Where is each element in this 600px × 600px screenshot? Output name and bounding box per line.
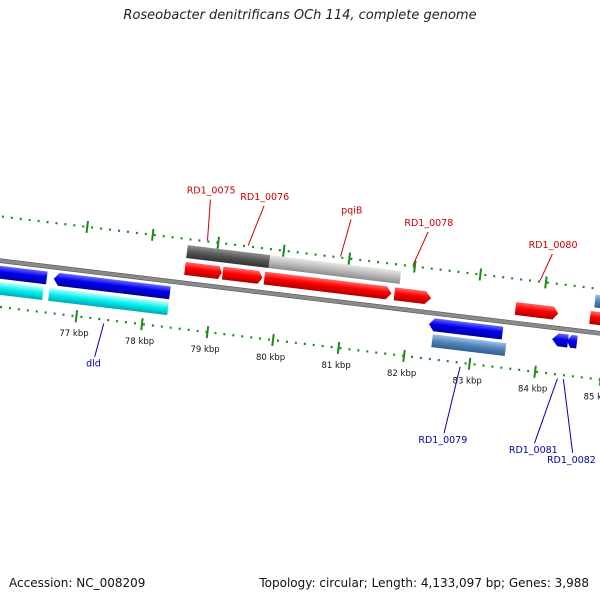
scale-tick-label: 78 kbp: [125, 337, 154, 347]
gene-arrow-reverse-edge[interactable]: [0, 258, 48, 285]
major-tick-upper: [282, 244, 286, 257]
gene-arrow-dld[interactable]: [53, 272, 171, 300]
gene-arrow-rd1-0079[interactable]: [428, 318, 504, 340]
major-tick-upper: [478, 268, 483, 281]
genome-summary-text: Topology: circular; Length: 4,133,097 bp…: [259, 576, 589, 590]
gene-label-leader: [94, 323, 105, 357]
gene-arrow-pqib[interactable]: [263, 271, 393, 300]
gene-label-leader: [247, 205, 265, 246]
scale-tick-label: 79 kbp: [190, 345, 219, 355]
gene-arrow-rd1-0081[interactable]: [551, 333, 569, 348]
gene-label-forward[interactable]: RD1_0075: [187, 186, 236, 197]
gene-label-reverse[interactable]: RD1_0082: [547, 455, 596, 466]
gene-label-leader: [412, 231, 429, 266]
gene-arrow-rd1-0075[interactable]: [184, 261, 222, 279]
scale-ticks: 77 kbp 78 kbp 79 kbp 80 kbp 81 kbp 82 kbp 83 k…: [59, 220, 600, 403]
major-tick-lower: [402, 349, 406, 362]
map-title: Roseobacter denitrificans OCh 114, compl…: [123, 8, 477, 23]
cds-bar-cyan: [48, 287, 169, 316]
major-tick-upper: [413, 260, 417, 273]
cds-bar-cyan-left: [0, 274, 44, 301]
scale-tick-label: 84 kbp: [518, 385, 547, 395]
gene-arrow-rd1-0082[interactable]: [566, 334, 578, 349]
major-tick-upper: [85, 220, 89, 233]
gene-label-leader: [443, 366, 461, 434]
major-tick-lower: [140, 318, 144, 331]
gene-label-reverse[interactable]: RD1_0081: [509, 445, 558, 456]
cds-bar-light: [268, 255, 402, 284]
gene-label-leader: [534, 378, 558, 444]
major-tick-upper: [347, 252, 352, 265]
major-tick-lower: [74, 310, 79, 323]
cds-bar-steelblue-lower: [431, 334, 507, 357]
gene-arrow-rd1-0080[interactable]: [514, 302, 559, 320]
scale-tick-label: 80 kbp: [256, 353, 285, 363]
gene-label-leader: [562, 379, 574, 453]
upper-tick-track: [0, 208, 600, 298]
gene-label-forward[interactable]: RD1_0080: [529, 240, 578, 251]
major-tick-upper: [216, 236, 220, 249]
genome-backbone: [0, 251, 600, 343]
scale-tick-label: 83 kbp: [453, 377, 482, 387]
major-tick-upper: [544, 276, 548, 289]
gene-label-forward[interactable]: RD1_0076: [240, 192, 289, 203]
cds-bar-dark: [186, 245, 271, 268]
major-tick-lower: [271, 333, 275, 347]
gene-arrow-rd1-0076[interactable]: [221, 266, 263, 285]
major-tick-lower: [336, 341, 341, 355]
scale-tick-label: 77 kbp: [59, 329, 88, 339]
gene-label-forward[interactable]: pqiB: [341, 206, 362, 217]
scale-tick-label: 85 kbp: [584, 393, 600, 403]
gene-label-forward[interactable]: RD1_0078: [404, 218, 453, 229]
major-tick-upper: [151, 228, 155, 241]
gene-label-leader: [539, 253, 553, 281]
major-tick-lower: [205, 326, 210, 339]
gene-label-reverse[interactable]: dld: [86, 359, 101, 370]
gene-label-leader: [206, 199, 211, 241]
gene-label-leader: [340, 219, 352, 257]
major-tick-lower: [533, 365, 537, 378]
accession-text: Accession: NC_008209: [9, 576, 146, 590]
gene-label-reverse[interactable]: RD1_0079: [418, 435, 467, 446]
lower-tick-track: [0, 298, 600, 388]
gene-arrow-rd1-0078[interactable]: [393, 287, 432, 304]
major-tick-lower: [467, 357, 472, 370]
scale-tick-label: 81 kbp: [321, 361, 350, 371]
scale-tick-label: 82 kbp: [387, 369, 416, 379]
